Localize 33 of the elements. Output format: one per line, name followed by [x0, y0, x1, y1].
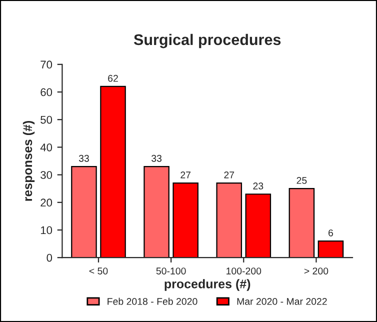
bar: [216, 182, 242, 258]
data-label: 25: [296, 177, 307, 184]
bar: [288, 188, 315, 258]
data-label: 23: [253, 182, 264, 190]
bar: [71, 166, 97, 258]
bar: [318, 240, 344, 258]
data-label: 27: [180, 171, 190, 178]
data-label: 62: [108, 74, 118, 82]
x-tick-label: 50-100: [156, 268, 186, 274]
y-tick-label: 70: [40, 60, 52, 69]
chart-title: Surgical procedures: [134, 34, 281, 48]
data-label: 6: [328, 229, 333, 236]
y-axis-title: responses (#): [22, 120, 35, 201]
data-label: 33: [152, 154, 162, 162]
legend-label: Feb 2018 - Feb 2020: [108, 298, 198, 305]
bar: [100, 86, 126, 258]
y-tick-label: 0: [46, 254, 52, 262]
bar: [245, 194, 272, 258]
bar: [144, 166, 170, 258]
legend-label: Mar 2020 - Mar 2022: [237, 298, 327, 305]
bar: [172, 182, 198, 258]
data-label: 27: [224, 171, 234, 178]
y-tick-label: 40: [40, 143, 52, 152]
data-label: 33: [78, 154, 89, 162]
x-tick-label: 100-200: [226, 268, 262, 274]
y-tick-label: 30: [40, 171, 52, 179]
x-axis-title: procedures (#): [164, 279, 250, 291]
y-tick-label: 50: [40, 116, 52, 124]
y-tick-label: 60: [40, 88, 52, 96]
x-tick-label: > 200: [304, 268, 328, 274]
y-tick-label: 10: [40, 226, 52, 234]
y-tick-label: 20: [40, 198, 52, 207]
x-tick-label: < 50: [89, 268, 108, 274]
